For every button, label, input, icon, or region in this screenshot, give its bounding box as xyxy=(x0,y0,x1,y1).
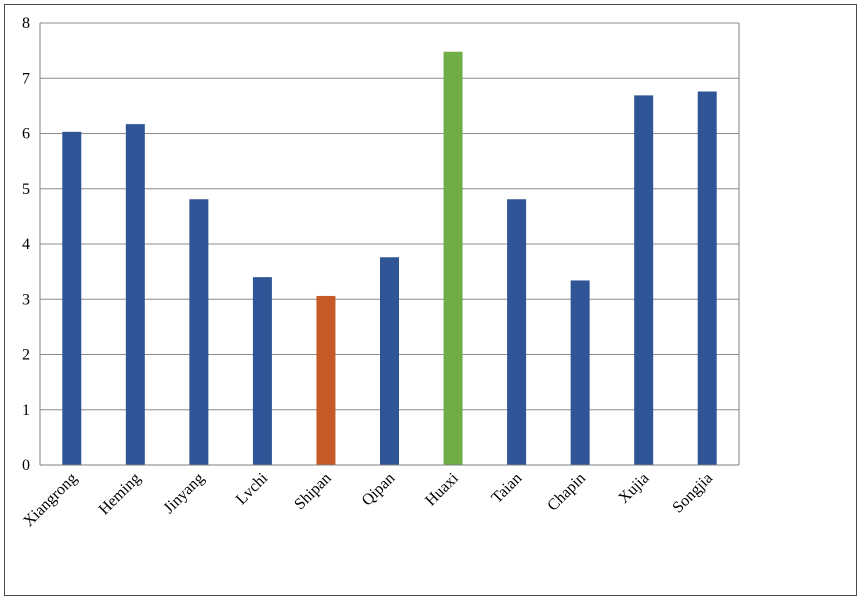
bar-chapin xyxy=(570,280,590,465)
y-tick-label: 7 xyxy=(22,70,30,87)
y-tick-label: 4 xyxy=(22,236,30,253)
bar-xiangrong xyxy=(62,131,82,465)
x-tick-label: Songjia xyxy=(669,470,716,517)
x-tick-label: Xiangrong xyxy=(20,470,80,530)
x-tick-label: Shipan xyxy=(291,470,334,513)
axes xyxy=(39,23,740,466)
x-tick-label: Xujia xyxy=(615,470,652,507)
y-tick-labels: 0 1 2 3 4 5 6 7 8 xyxy=(22,15,30,474)
x-tick-label: Jinyang xyxy=(160,470,207,517)
bar-lvchi xyxy=(252,277,272,465)
x-tick-label: Huaxi xyxy=(422,469,462,509)
bar-shipan xyxy=(316,295,336,465)
bar-xujia xyxy=(634,95,654,465)
x-category-labels: Xiangrong Heming Jinyang Lvchi Shipan Qipan Hu… xyxy=(20,469,716,530)
y-tick-label: 3 xyxy=(22,291,30,308)
x-tick-label: Chapin xyxy=(544,470,589,515)
bar-heming xyxy=(125,124,145,466)
y-tick-label: 5 xyxy=(22,181,30,198)
y-tick-label: 1 xyxy=(22,402,30,419)
x-tick-label: Taian xyxy=(488,470,525,507)
x-tick-label: Heming xyxy=(96,470,144,518)
x-tick-label: Lvchi xyxy=(233,469,272,508)
y-tick-label: 2 xyxy=(22,347,30,364)
x-tick-label: Qipan xyxy=(359,470,399,510)
bar-songjia xyxy=(697,91,717,465)
y-tick-label: 6 xyxy=(22,126,30,143)
bar-huaxi xyxy=(443,51,463,465)
y-tick-label: 8 xyxy=(22,15,30,32)
y-tick-label: 0 xyxy=(22,457,30,474)
bar-taian xyxy=(507,199,527,465)
bar-qipan xyxy=(380,257,399,465)
bar-jinyang xyxy=(189,199,209,465)
bars xyxy=(62,51,717,466)
